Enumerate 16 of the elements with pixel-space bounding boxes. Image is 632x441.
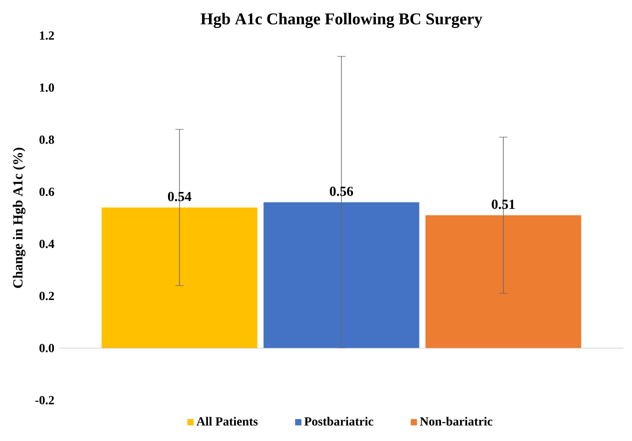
chart-title: Hgb A1c Change Following BC Surgery bbox=[200, 12, 482, 28]
y-tick-label: 1.2 bbox=[40, 31, 54, 40]
data-label: 0.54 bbox=[168, 192, 192, 202]
y-axis-title: Change in Hgb A1c (%) bbox=[12, 148, 26, 288]
legend-label: Postbariatric bbox=[304, 416, 374, 426]
legend-label: All Patients bbox=[196, 416, 258, 426]
data-label: 0.56 bbox=[330, 186, 354, 196]
y-tick-label: 0.2 bbox=[39, 292, 54, 300]
y-tick-label: 1.0 bbox=[40, 83, 54, 92]
y-tick-label: 0.0 bbox=[39, 344, 54, 352]
bar bbox=[425, 215, 582, 348]
y-tick-label: 0.8 bbox=[39, 135, 54, 144]
y-tick-label: 0.4 bbox=[39, 240, 54, 248]
y-tick-label: 0.6 bbox=[39, 187, 54, 196]
y-tick-label: -0.2 bbox=[35, 396, 54, 404]
legend-label: Non-bariatric bbox=[420, 416, 492, 426]
